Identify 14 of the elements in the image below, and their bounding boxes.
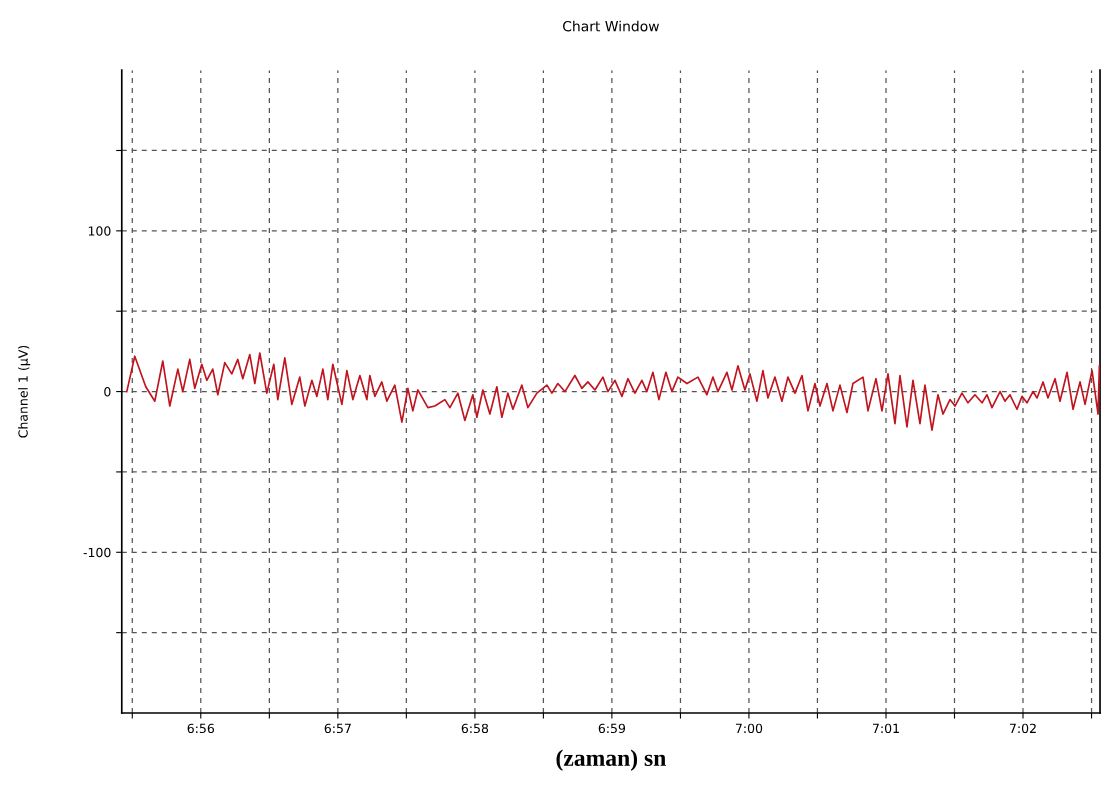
x-tick-label: 6:59 [598, 723, 626, 734]
x-tick-label: 6:56 [187, 723, 215, 734]
line-series [125, 352, 1101, 431]
y-axis-title: Channel 1 (µV) [18, 345, 31, 438]
y-tick-label: -100 [83, 547, 111, 558]
x-tick-label: 7:01 [873, 723, 899, 734]
x-tick-label: 6:58 [461, 723, 489, 734]
x-tick-label: 6:57 [324, 723, 351, 734]
x-tick-label: 7:00 [735, 723, 763, 734]
y-tick-label: 0 [104, 387, 111, 397]
y-tick-label: 100 [88, 226, 111, 236]
chart-title: Chart Window [563, 20, 659, 32]
x-tick-label: 7:02 [1009, 723, 1036, 734]
x-axis-title: (zaman) sn [556, 749, 666, 771]
